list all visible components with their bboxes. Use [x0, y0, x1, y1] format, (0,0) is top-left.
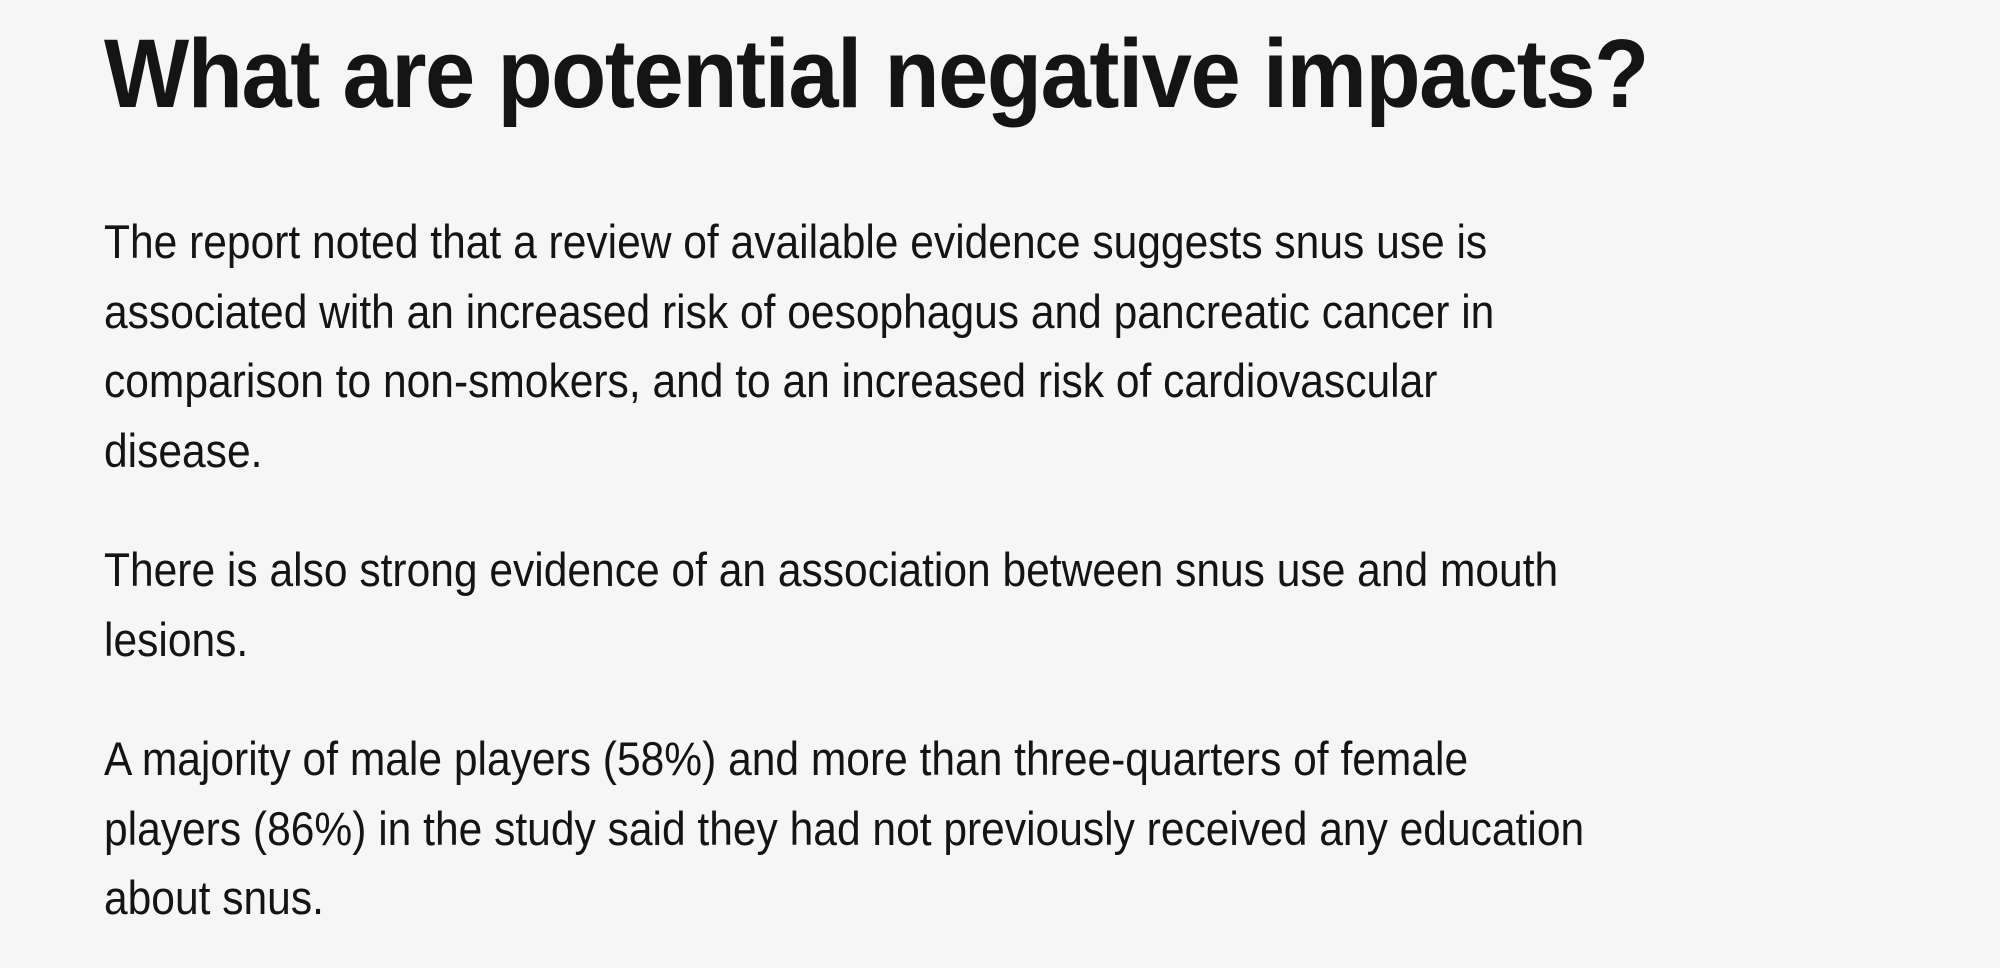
- paragraph-mouth-lesions: There is also strong evidence of an asso…: [104, 535, 1950, 674]
- paragraph-line: players (86%) in the study said they had…: [104, 801, 1585, 855]
- paragraph-education-stats: A majority of male players (58%) and mor…: [104, 724, 1950, 933]
- paragraph-line: associated with an increased risk of oes…: [104, 284, 1495, 338]
- paragraph-line: A majority of male players (58%) and mor…: [104, 732, 1469, 785]
- paragraph-line: lesions.: [104, 612, 249, 666]
- paragraph-line: about snus.: [104, 871, 324, 924]
- paragraph-line: comparison to non-smokers, and to an inc…: [104, 354, 1438, 407]
- section-heading: What are potential negative impacts?: [104, 19, 1649, 128]
- paragraph-health-risks: The report noted that a review of availa…: [104, 207, 1950, 485]
- paragraph-line: The report noted that a review of availa…: [104, 215, 1488, 268]
- paragraph-line: disease.: [104, 423, 263, 477]
- paragraph-line: There is also strong evidence of an asso…: [104, 543, 1559, 596]
